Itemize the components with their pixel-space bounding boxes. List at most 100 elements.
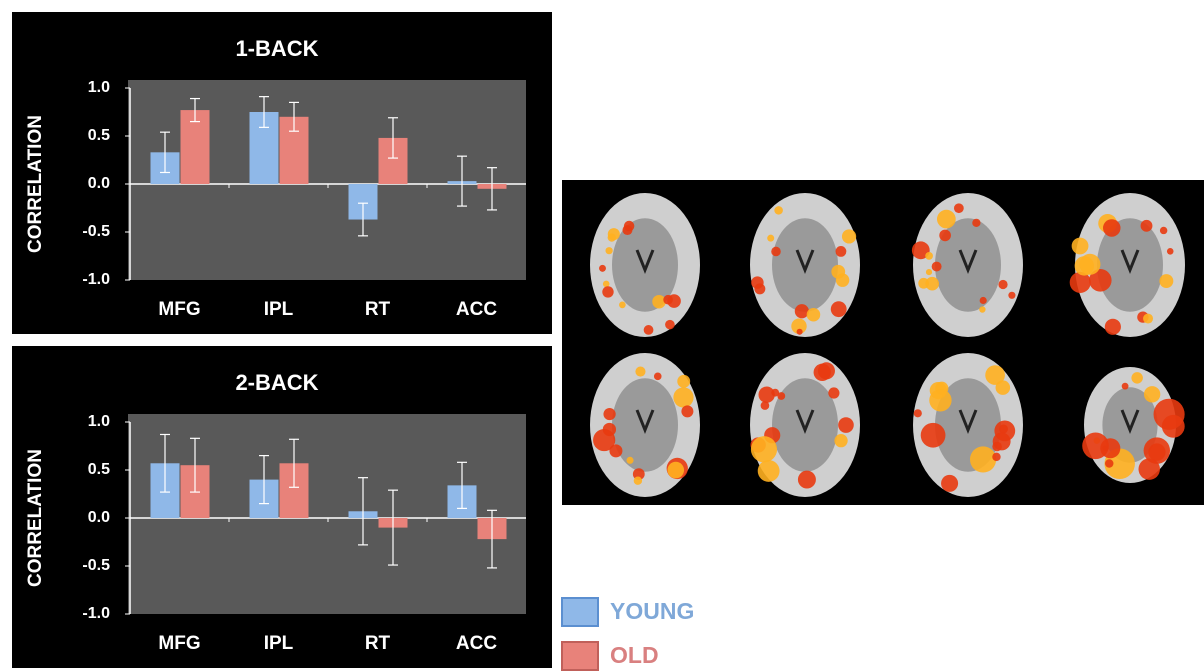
activation (1159, 274, 1173, 288)
activation (605, 247, 612, 254)
activation (667, 462, 684, 479)
activation (831, 265, 845, 279)
activation (777, 392, 785, 400)
legend-label: OLD (610, 642, 659, 668)
activation (774, 206, 783, 215)
activation (1103, 219, 1121, 237)
activation (807, 308, 821, 322)
activation (795, 304, 809, 318)
activation (771, 247, 781, 257)
activation (797, 329, 803, 335)
activation (626, 457, 633, 464)
chart-title: 1-BACK (235, 36, 318, 61)
figure: YOUNG OLD 1-BACK CORRELATION -1.0 -0.5 0.0 0.… (0, 0, 1204, 671)
y-tick-label: 1.0 (88, 413, 110, 430)
activation (798, 471, 816, 489)
activation (1079, 254, 1100, 275)
activation (1167, 248, 1174, 255)
activation (930, 382, 947, 399)
activation (609, 444, 622, 457)
activation (673, 387, 693, 407)
activation (603, 408, 615, 420)
activation (751, 436, 777, 462)
activation (1070, 272, 1091, 293)
activation (663, 295, 673, 305)
x-tick-label: ACC (456, 299, 497, 320)
activation (914, 409, 922, 417)
y-tick-label: 0.5 (88, 461, 110, 478)
activation (1072, 238, 1089, 255)
activation (925, 277, 939, 291)
x-tick-label: ACC (456, 633, 497, 654)
x-tick-label: RT (365, 633, 391, 654)
x-tick-label: RT (365, 299, 391, 320)
activation (828, 387, 839, 398)
activation (972, 219, 980, 227)
activation (979, 306, 985, 312)
activation (1139, 458, 1160, 479)
chart-title: 2-BACK (235, 370, 318, 395)
activation (941, 475, 958, 492)
legend-swatch (562, 642, 598, 670)
activation (1105, 319, 1121, 335)
activation (838, 417, 854, 433)
y-tick-label: -1.0 (82, 605, 110, 622)
y-tick-label: 0.0 (88, 175, 110, 192)
x-tick-label: IPL (264, 633, 294, 654)
activation (842, 229, 856, 243)
activation (608, 228, 620, 240)
activation (602, 286, 613, 297)
activation (980, 297, 987, 304)
activation (758, 460, 780, 482)
activation (634, 477, 642, 485)
activation (954, 203, 964, 213)
activation (1105, 459, 1113, 467)
activation (1162, 415, 1185, 438)
activation (635, 366, 645, 376)
activation (751, 276, 763, 288)
activation (814, 364, 831, 381)
activation (831, 301, 847, 317)
y-tick-label: -0.5 (82, 557, 110, 574)
y-tick-label: 0.5 (88, 127, 110, 144)
x-tick-label: MFG (158, 299, 200, 320)
activation (937, 210, 956, 229)
y-tick-label: 0.0 (88, 509, 110, 526)
activation (599, 265, 606, 272)
legend-swatch (562, 598, 598, 626)
activation (925, 252, 933, 260)
activation (1143, 314, 1153, 324)
y-tick-label: -0.5 (82, 223, 110, 240)
activation (998, 280, 1007, 289)
activation (999, 424, 1008, 433)
activation (1122, 383, 1129, 390)
brain-matter (772, 218, 838, 312)
activation (1160, 227, 1167, 234)
brain-matter (612, 378, 678, 472)
activation (992, 453, 1000, 461)
activation (834, 434, 847, 447)
activation (939, 230, 951, 242)
activation (681, 405, 693, 417)
y-axis-label: CORRELATION (25, 115, 46, 253)
activation (1141, 220, 1153, 232)
activation (1008, 292, 1015, 299)
activation (624, 221, 634, 231)
activation (665, 320, 675, 330)
activation (758, 387, 774, 403)
activation (654, 373, 662, 381)
activation (1144, 386, 1160, 402)
activation (1131, 372, 1142, 383)
y-axis-label: CORRELATION (25, 449, 46, 587)
activation (767, 235, 774, 242)
activation (926, 269, 932, 275)
activation (996, 380, 1011, 395)
activation (970, 446, 996, 472)
activation (921, 423, 946, 448)
activation (677, 375, 690, 388)
activation (644, 325, 654, 335)
legend-label: YOUNG (610, 598, 694, 624)
activation (932, 262, 942, 272)
activation (1100, 438, 1120, 458)
x-tick-label: MFG (158, 633, 200, 654)
